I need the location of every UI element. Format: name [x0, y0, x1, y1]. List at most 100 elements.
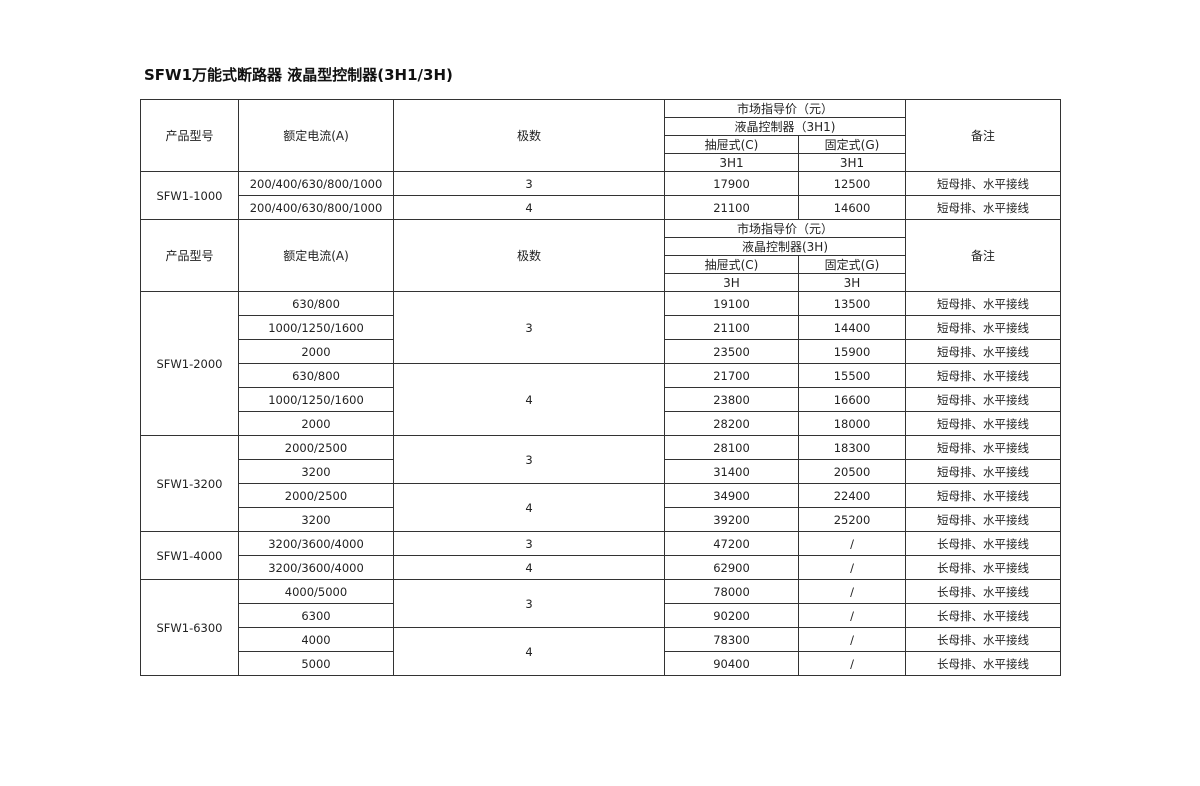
table-row: SFW1-1000 200/400/630/800/1000 3 17900 12500…: [140, 171, 1061, 220]
header-row: 3H1 3H1: [141, 153, 1061, 172]
model-cell: SFW1-1000: [140, 171, 239, 220]
header-poles: 极数: [393, 219, 665, 292]
current-cell: 200/400/630/800/1000: [238, 195, 394, 220]
price-draw-cell: 90400: [664, 651, 799, 676]
current-cell: 6300: [238, 603, 394, 628]
header-row: 产品型号 额定电流(A) 极数 市场指导价（元） 备注: [140, 99, 1061, 172]
note-cell: 长母排、水平接线: [905, 579, 1061, 604]
note-cell: 短母排、水平接线: [905, 339, 1061, 364]
price-fixed-cell: 20500: [798, 459, 906, 484]
header-controller: 液晶控制器(3H): [664, 237, 906, 256]
header-model: 产品型号: [140, 219, 239, 292]
price-fixed-cell: 13500: [798, 291, 906, 316]
price-table: 产品型号 额定电流(A) 极数 市场指导价（元） 备注 液晶控制器（3H1) 抽屉式(C) 固…: [140, 99, 1061, 676]
price-draw-cell: 90200: [664, 603, 799, 628]
table-row: 3200/3600/4000 4 62900/长母排、水平接线: [141, 555, 1061, 580]
current-cell: 3200/3600/4000: [238, 555, 394, 580]
note-cell: 短母排、水平接线: [905, 363, 1061, 388]
poles-cell: 4: [393, 195, 665, 220]
header-row: 3H 3H: [141, 273, 1061, 292]
note-cell: 短母排、水平接线: [905, 171, 1061, 196]
table-row: 5000 90400/长母排、水平接线: [141, 651, 1061, 676]
price-fixed-cell: 16600: [798, 387, 906, 412]
price-fixed-cell: 18000: [798, 411, 906, 436]
price-draw-cell: 28200: [664, 411, 799, 436]
note-cell: 短母排、水平接线: [905, 483, 1061, 508]
header-draw-code: 3H: [664, 273, 799, 292]
price-fixed-cell: 15900: [798, 339, 906, 364]
price-fixed-cell: 25200: [798, 507, 906, 532]
price-draw-cell: 39200: [664, 507, 799, 532]
table-row: 200/400/630/800/1000 4 21100 14600 短母排、水平接线: [141, 195, 1061, 220]
price-draw-cell: 17900: [664, 171, 799, 196]
note-cell: 短母排、水平接线: [905, 507, 1061, 532]
price-draw-cell: 21100: [664, 315, 799, 340]
price-fixed-cell: 15500: [798, 363, 906, 388]
header-draw: 抽屉式(C): [664, 135, 799, 154]
price-fixed-cell: /: [798, 603, 906, 628]
current-cell: 2000: [238, 411, 394, 436]
price-draw-cell: 34900: [664, 483, 799, 508]
note-cell: 短母排、水平接线: [905, 435, 1061, 460]
price-draw-cell: 23500: [664, 339, 799, 364]
current-cell: 1000/1250/1600: [238, 387, 394, 412]
note-cell: 长母排、水平接线: [905, 555, 1061, 580]
price-draw-cell: 31400: [664, 459, 799, 484]
header-fixed-code: 3H: [798, 273, 906, 292]
poles-cell: 4: [393, 627, 665, 676]
price-draw-cell: 21100: [664, 195, 799, 220]
note-cell: 长母排、水平接线: [905, 603, 1061, 628]
note-cell: 长母排、水平接线: [905, 531, 1061, 556]
header-draw: 抽屉式(C): [664, 255, 799, 274]
table-row: 1000/1250/1600 21100 14400 短母排、水平接线: [141, 315, 1061, 340]
price-fixed-cell: /: [798, 627, 906, 652]
table-row: 630/800 4 21700 15500 短母排、水平接线: [141, 363, 1061, 436]
note-cell: 长母排、水平接线: [905, 651, 1061, 676]
price-fixed-cell: 14400: [798, 315, 906, 340]
table-row: SFW1-4000 3200/3600/4000 3 47200/长母排、水平接线: [140, 531, 1061, 580]
header-note: 备注: [905, 99, 1061, 172]
poles-cell: 3: [393, 171, 665, 196]
header-fixed: 固定式(G): [798, 255, 906, 274]
table-row: SFW1-3200 2000/2500 3 28100 18300 短母排、水平接线: [140, 435, 1061, 532]
current-cell: 630/800: [238, 291, 394, 316]
header-current: 额定电流(A): [238, 219, 394, 292]
header-price: 市场指导价（元）: [664, 219, 906, 238]
page-title: SFW1万能式断路器 液晶型控制器(3H1/3H): [144, 66, 453, 84]
table-row: 1000/1250/1600 23800 16600 短母排、水平接线: [141, 387, 1061, 412]
current-cell: 4000/5000: [238, 579, 394, 604]
header-price: 市场指导价（元）: [664, 99, 906, 118]
current-cell: 1000/1250/1600: [238, 315, 394, 340]
price-draw-cell: 23800: [664, 387, 799, 412]
header-note: 备注: [905, 219, 1061, 292]
model-cell: SFW1-4000: [140, 531, 239, 580]
current-cell: 3200: [238, 459, 394, 484]
header-fixed: 固定式(G): [798, 135, 906, 154]
price-fixed-cell: 18300: [798, 435, 906, 460]
current-cell: 3200/3600/4000: [238, 531, 394, 556]
current-cell: 4000: [238, 627, 394, 652]
note-cell: 长母排、水平接线: [905, 627, 1061, 652]
header-poles: 极数: [393, 99, 665, 172]
header-controller: 液晶控制器（3H1): [664, 117, 906, 136]
price-fixed-cell: /: [798, 651, 906, 676]
price-draw-cell: 78000: [664, 579, 799, 604]
model-cell: SFW1-6300: [140, 579, 239, 676]
current-cell: 2000/2500: [238, 483, 394, 508]
model-cell: SFW1-2000: [140, 291, 239, 436]
price-draw-cell: 19100: [664, 291, 799, 316]
header-row: 产品型号 额定电流(A) 极数 市场指导价（元） 备注: [140, 219, 1061, 292]
price-fixed-cell: 14600: [798, 195, 906, 220]
header-model: 产品型号: [140, 99, 239, 172]
poles-cell: 3: [393, 531, 665, 556]
price-fixed-cell: /: [798, 555, 906, 580]
price-fixed-cell: 22400: [798, 483, 906, 508]
note-cell: 短母排、水平接线: [905, 459, 1061, 484]
current-cell: 2000: [238, 339, 394, 364]
price-draw-cell: 28100: [664, 435, 799, 460]
table-row: SFW1-2000 630/800 3 19100 13500 短母排、水平接线: [140, 291, 1061, 436]
note-cell: 短母排、水平接线: [905, 411, 1061, 436]
note-cell: 短母排、水平接线: [905, 291, 1061, 316]
poles-cell: 3: [393, 435, 665, 484]
current-cell: 630/800: [238, 363, 394, 388]
